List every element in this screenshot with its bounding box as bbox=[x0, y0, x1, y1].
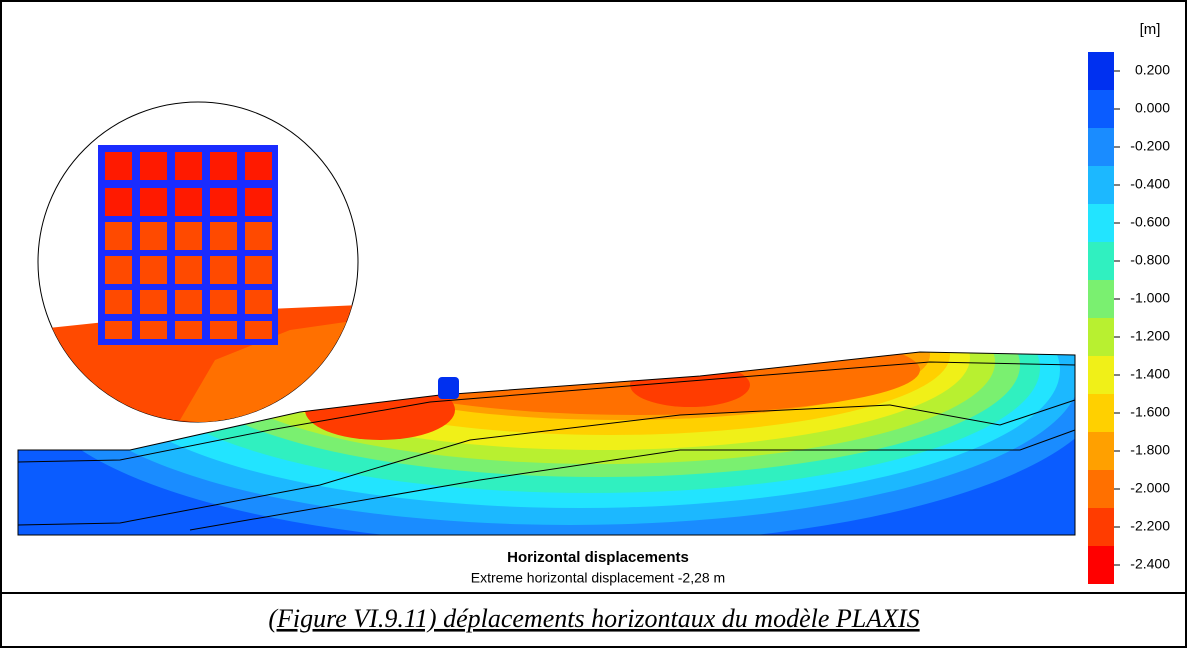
legend-band bbox=[1088, 318, 1114, 356]
legend-label: -0.600 bbox=[1130, 214, 1170, 230]
legend-band bbox=[1088, 470, 1114, 508]
plot-subtitle: Extreme horizontal displacement -2,28 m bbox=[471, 570, 725, 586]
legend-band bbox=[1088, 508, 1114, 546]
legend-band bbox=[1088, 90, 1114, 128]
legend-band bbox=[1088, 128, 1114, 166]
legend: 0.200 0.000 -0.200 -0.400 -0.600 -0.800 -1.000… bbox=[1088, 52, 1170, 584]
structure bbox=[438, 377, 459, 399]
legend-band bbox=[1088, 356, 1114, 394]
caption: (Figure VI.9.11) déplacements horizontau… bbox=[268, 604, 919, 633]
unit-label: [m] bbox=[1140, 21, 1161, 38]
legend-label: -1.600 bbox=[1130, 404, 1170, 420]
layer-lines bbox=[17, 361, 1076, 531]
legend-band bbox=[1088, 432, 1114, 470]
legend-band bbox=[1088, 166, 1114, 204]
legend-label: -2.200 bbox=[1130, 518, 1170, 534]
plot-title: Horizontal displacements bbox=[507, 549, 689, 566]
legend-band bbox=[1088, 546, 1114, 584]
legend-label: -1.800 bbox=[1130, 442, 1170, 458]
legend-label: -1.000 bbox=[1130, 290, 1170, 306]
legend-label: 0.200 bbox=[1135, 62, 1170, 78]
legend-band bbox=[1088, 52, 1114, 90]
legend-label: -0.400 bbox=[1130, 176, 1170, 192]
legend-band bbox=[1088, 242, 1114, 280]
legend-band bbox=[1088, 280, 1114, 318]
legend-label: -0.200 bbox=[1130, 138, 1170, 154]
legend-label: 0.000 bbox=[1135, 100, 1170, 116]
legend-label: -2.400 bbox=[1130, 556, 1170, 572]
legend-band bbox=[1088, 394, 1114, 432]
legend-band bbox=[1088, 204, 1114, 242]
legend-label: -1.200 bbox=[1130, 328, 1170, 344]
legend-label: -2.000 bbox=[1130, 480, 1170, 496]
legend-label: -1.400 bbox=[1130, 366, 1170, 382]
legend-label: -0.800 bbox=[1130, 252, 1170, 268]
terrain-outline bbox=[17, 351, 1076, 536]
